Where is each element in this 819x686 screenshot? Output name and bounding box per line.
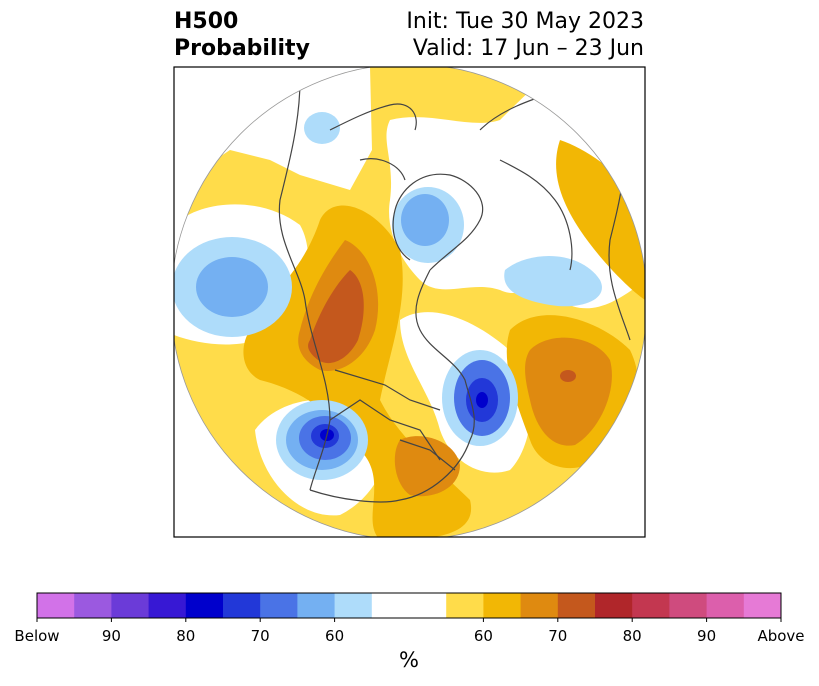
below-60-region <box>304 112 340 144</box>
above-70-region <box>394 436 460 497</box>
colorbar-tick-label: 70 <box>250 627 270 645</box>
colorbar-segment <box>111 593 150 618</box>
colorbar-tick-label: 60 <box>325 627 345 645</box>
colorbar-segment <box>260 593 298 618</box>
colorbar-segment <box>446 593 484 618</box>
colorbar-segment <box>632 593 670 618</box>
colorbar-segment <box>483 593 522 618</box>
colorbar-tick-label: 90 <box>697 627 717 645</box>
colorbar-segment <box>595 593 633 618</box>
colorbar-segment <box>37 593 75 618</box>
colorbar-tick-label: Above <box>757 627 805 645</box>
colorbar-border <box>36 592 782 619</box>
colorbar-segment <box>297 593 336 618</box>
colorbar-unit: % <box>399 648 419 672</box>
colorbar-segment <box>185 593 224 618</box>
colorbar-segment <box>743 593 782 618</box>
colorbar-segment <box>223 593 261 618</box>
below-65-region <box>196 257 268 317</box>
probability-field <box>174 67 645 537</box>
colorbar-segment <box>669 593 708 618</box>
colorbar-tick-label: 60 <box>473 627 493 645</box>
below-60-region <box>504 256 602 307</box>
map-panel <box>174 67 645 537</box>
above-70-region <box>525 337 612 446</box>
colorbar-segment <box>557 593 596 618</box>
colorbar <box>36 592 782 622</box>
colorbar-segment <box>74 593 112 618</box>
above-75-region <box>308 270 364 364</box>
title-init: Init: Tue 30 May 2023 <box>406 9 644 34</box>
below-65-region <box>401 194 449 246</box>
colorbar-segment <box>520 593 559 618</box>
title-variable: H500 <box>174 9 239 34</box>
colorbar-tick-label: 80 <box>622 627 642 645</box>
colorbar-segment <box>148 593 187 618</box>
map-frame <box>173 66 646 538</box>
below-80-region <box>476 392 488 408</box>
above-75-region <box>560 370 576 382</box>
title-valid: Valid: 17 Jun – 23 Jun <box>412 36 644 61</box>
title-left: H500 Probability <box>174 8 310 62</box>
colorbar-segment <box>371 593 447 618</box>
colorbar-segment <box>334 593 373 618</box>
title-product: Probability <box>174 36 310 61</box>
title-right: Init: Tue 30 May 2023 Valid: 17 Jun – 23… <box>406 8 644 62</box>
colorbar-tick-label: 70 <box>548 627 568 645</box>
colorbar-tick-label: 80 <box>176 627 196 645</box>
colorbar-tick-label: Below <box>14 627 60 645</box>
colorbar-segment <box>706 593 745 618</box>
above-60-region <box>556 140 645 300</box>
colorbar-tick-label: 90 <box>101 627 121 645</box>
